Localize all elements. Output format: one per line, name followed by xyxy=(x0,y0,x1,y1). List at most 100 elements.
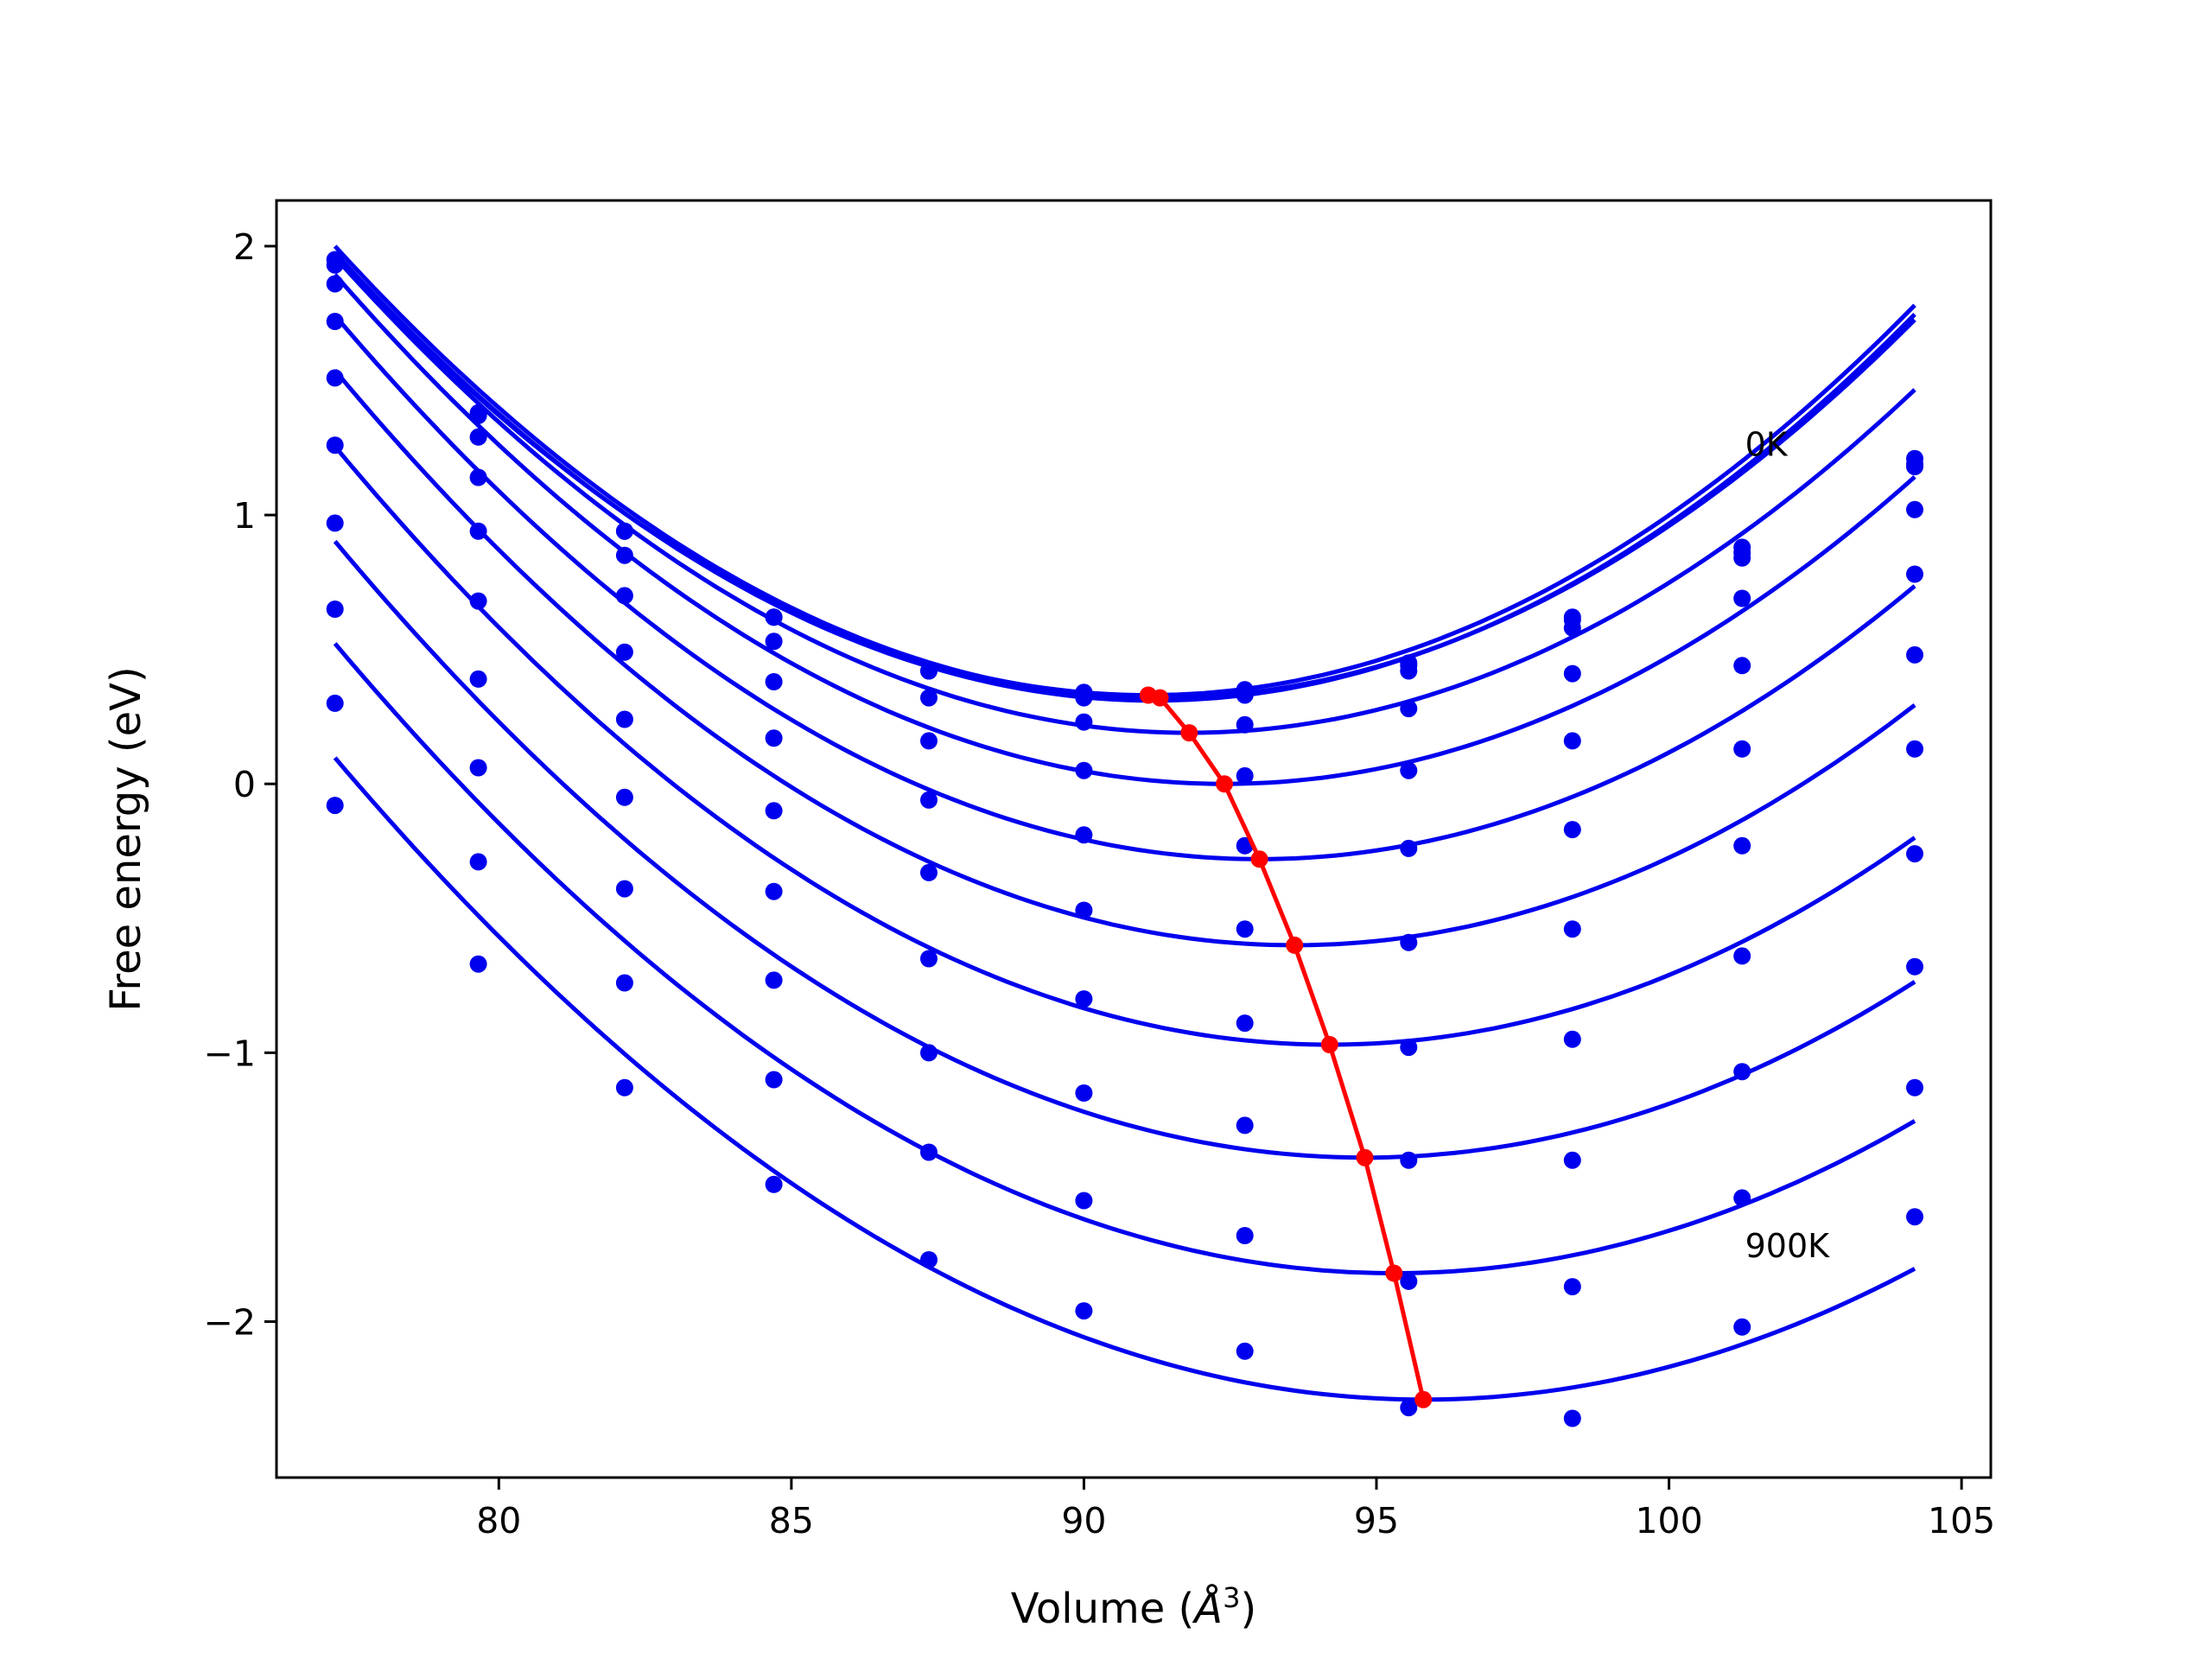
data-point-s10-8 xyxy=(1563,1409,1581,1427)
plot-frame xyxy=(275,199,1993,1479)
data-point-s6-8 xyxy=(1563,920,1581,938)
x-tick-label-5: 105 xyxy=(1928,1500,1995,1541)
data-point-s9-5 xyxy=(1075,1192,1093,1210)
data-point-s9-8 xyxy=(1563,1278,1581,1296)
minimum-point-3 xyxy=(1216,775,1233,793)
fit-curve-7 xyxy=(333,444,1916,1047)
data-point-s7-2 xyxy=(615,880,633,898)
data-point-s2-9 xyxy=(1733,549,1751,567)
minimum-point-4 xyxy=(1250,850,1268,868)
data-point-s5-7 xyxy=(1400,839,1418,857)
data-point-s4-10 xyxy=(1906,565,1923,583)
data-point-s8-2 xyxy=(615,974,633,992)
data-point-s7-5 xyxy=(1075,990,1093,1008)
data-point-s6-5 xyxy=(1075,901,1093,919)
minimum-point-6 xyxy=(1320,1036,1338,1053)
data-point-s6-10 xyxy=(1906,740,1923,758)
data-point-s5-1 xyxy=(469,592,487,610)
fit-curve-2 xyxy=(333,251,1916,703)
y-tick-label-0: −2 xyxy=(204,1302,256,1344)
data-point-s6-2 xyxy=(615,788,633,806)
data-point-s3-0 xyxy=(326,313,344,330)
data-point-s9-1 xyxy=(469,955,487,973)
data-point-s9-6 xyxy=(1236,1227,1254,1244)
data-point-s2-5 xyxy=(1075,689,1093,707)
data-point-s8-3 xyxy=(765,1071,783,1089)
y-tick-label-1: −1 xyxy=(204,1033,256,1074)
data-point-s2-4 xyxy=(920,689,938,707)
data-point-s9-0 xyxy=(326,797,344,815)
data-point-s4-5 xyxy=(1075,761,1093,779)
minimum-point-8 xyxy=(1385,1264,1403,1282)
x-axis-label-prefix: Volume ( xyxy=(1011,1585,1195,1633)
annotation-0k: 0K xyxy=(1745,426,1789,464)
data-point-s8-8 xyxy=(1563,1151,1581,1169)
x-tick-label-1: 85 xyxy=(769,1500,814,1541)
data-point-s4-6 xyxy=(1236,766,1254,785)
minimum-point-1 xyxy=(1151,689,1169,707)
data-point-s7-6 xyxy=(1236,1014,1254,1033)
x-tick-label-4: 100 xyxy=(1635,1500,1702,1541)
data-point-s8-0 xyxy=(326,694,344,712)
data-point-s3-10 xyxy=(1906,500,1923,518)
data-point-s8-6 xyxy=(1236,1116,1254,1135)
data-point-s9-3 xyxy=(765,1175,783,1193)
data-point-s3-6 xyxy=(1236,715,1254,734)
data-point-s7-9 xyxy=(1733,947,1751,965)
data-point-s3-3 xyxy=(765,673,783,690)
data-point-s8-10 xyxy=(1906,957,1923,976)
fit-curve-9 xyxy=(333,642,1916,1275)
data-point-s2-10 xyxy=(1906,458,1923,475)
data-point-s10-6 xyxy=(1236,1342,1254,1360)
data-point-s3-8 xyxy=(1563,664,1581,683)
data-point-s5-3 xyxy=(765,802,783,820)
data-point-s7-7 xyxy=(1400,1039,1418,1057)
data-point-s6-1 xyxy=(469,670,487,688)
x-axis-label: Volume (Å3) xyxy=(1011,1581,1256,1633)
data-point-s8-7 xyxy=(1400,1151,1418,1169)
data-point-s2-7 xyxy=(1400,662,1418,680)
data-point-s2-8 xyxy=(1563,619,1581,637)
data-point-s6-0 xyxy=(326,514,344,532)
fit-curve-5 xyxy=(333,314,1916,861)
data-point-s5-10 xyxy=(1906,645,1923,664)
data-point-s5-4 xyxy=(920,863,938,881)
data-point-s10-7 xyxy=(1400,1399,1418,1417)
minimum-point-9 xyxy=(1414,1390,1433,1408)
minimum-point-5 xyxy=(1286,936,1304,954)
data-point-s7-10 xyxy=(1906,845,1923,863)
data-point-s7-3 xyxy=(765,971,783,989)
plot-layer xyxy=(326,245,1923,1427)
x-axis-label-exponent: 3 xyxy=(1223,1581,1240,1614)
data-point-s6-7 xyxy=(1400,933,1418,951)
data-point-s6-3 xyxy=(765,882,783,900)
y-tick-label-4: 2 xyxy=(233,226,256,268)
data-point-s3-7 xyxy=(1400,700,1418,718)
fit-curve-6 xyxy=(333,368,1916,948)
x-tick-label-2: 90 xyxy=(1061,1500,1106,1541)
data-point-s4-7 xyxy=(1400,761,1418,779)
minimum-point-2 xyxy=(1180,724,1198,742)
data-point-s5-5 xyxy=(1075,826,1093,844)
data-point-s9-9 xyxy=(1733,1189,1751,1207)
data-point-s8-9 xyxy=(1733,1063,1751,1081)
x-axis-label-unit: Å xyxy=(1192,1584,1223,1633)
data-point-s2-1 xyxy=(469,428,487,446)
data-point-s6-6 xyxy=(1236,920,1254,938)
data-point-s5-2 xyxy=(615,710,633,728)
x-tick-label-3: 95 xyxy=(1354,1500,1399,1541)
x-axis-label-suffix: ) xyxy=(1240,1585,1256,1633)
data-point-s9-10 xyxy=(1906,1078,1923,1096)
y-tick-label-3: 1 xyxy=(233,495,256,537)
data-point-s7-8 xyxy=(1563,1030,1581,1048)
data-point-s3-9 xyxy=(1733,589,1751,607)
data-point-s9-2 xyxy=(615,1078,633,1096)
data-point-s5-8 xyxy=(1563,821,1581,839)
data-point-s7-0 xyxy=(326,601,344,618)
x-tick-label-0: 80 xyxy=(476,1500,521,1541)
y-tick-label-2: 0 xyxy=(233,764,256,805)
fit-curve-4 xyxy=(333,273,1916,786)
data-point-s4-9 xyxy=(1733,657,1751,675)
